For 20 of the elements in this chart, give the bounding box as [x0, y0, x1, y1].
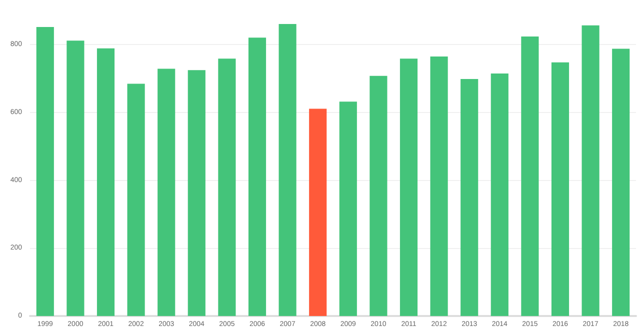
bar — [370, 76, 388, 316]
bar — [278, 24, 296, 316]
bar — [218, 58, 236, 316]
bar — [551, 62, 570, 316]
bar — [460, 78, 478, 316]
bar — [66, 40, 84, 316]
bar — [339, 102, 357, 316]
bar — [96, 48, 115, 316]
bar — [309, 108, 327, 316]
bar — [490, 74, 508, 316]
bar — [400, 58, 418, 316]
bar — [127, 84, 145, 316]
bar — [612, 48, 630, 316]
bar — [430, 56, 448, 316]
bar — [158, 68, 176, 316]
bar — [248, 38, 266, 316]
bar — [521, 36, 539, 316]
bar — [188, 70, 206, 316]
bar — [36, 27, 54, 316]
bar — [582, 25, 600, 316]
